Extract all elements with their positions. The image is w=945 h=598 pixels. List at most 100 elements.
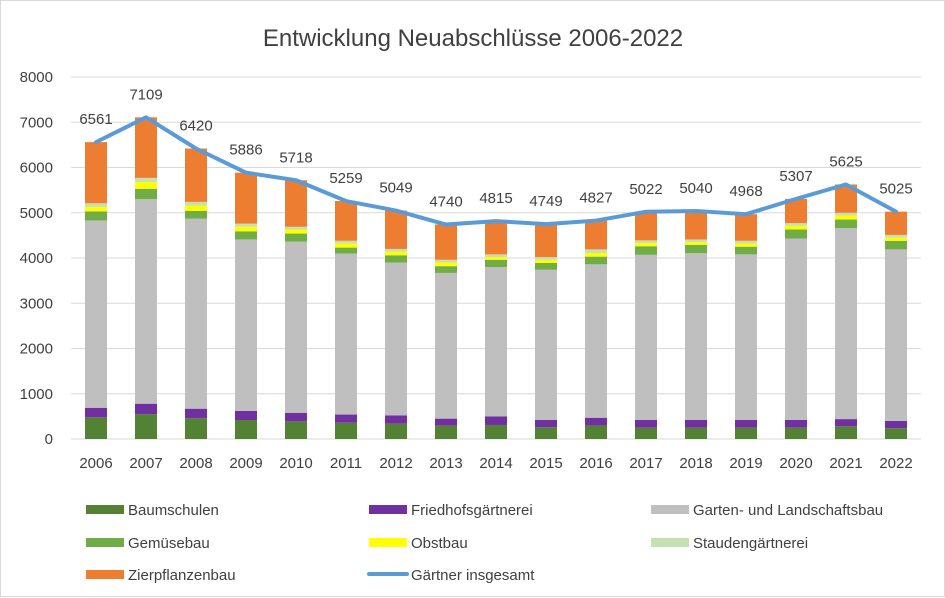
data-label: 4740 — [429, 194, 462, 211]
bar-segment — [885, 234, 907, 238]
data-label: 5718 — [279, 149, 312, 166]
bar-segment — [585, 256, 607, 265]
x-tick-label: 2015 — [529, 455, 562, 472]
y-tick-label: 8000 — [20, 69, 53, 86]
bar-segment — [435, 425, 457, 439]
bar-segment — [535, 269, 557, 420]
y-tick-label: 2000 — [20, 341, 53, 358]
bar-segment — [185, 210, 207, 219]
bar-segment — [435, 418, 457, 426]
x-tick-label: 2013 — [429, 455, 462, 472]
bar-segment — [485, 257, 507, 260]
bar-segment — [135, 117, 157, 178]
legend-label: Gärtner insgesamt — [411, 567, 535, 584]
total-line — [94, 115, 898, 227]
bar-segment — [685, 239, 707, 243]
y-axis: 0 1000 2000 3000 4000 5000 6000 7000 8000 — [20, 69, 53, 448]
legend-label: Obstbau — [411, 535, 468, 552]
x-tick-label: 2017 — [629, 455, 662, 472]
bar-segment — [885, 249, 907, 421]
data-label: 5022 — [629, 181, 662, 198]
bar-segment — [85, 220, 107, 408]
data-label: 7109 — [129, 86, 162, 103]
legend-swatch — [86, 570, 124, 579]
bar-segment — [85, 417, 107, 439]
bar-segment — [335, 414, 357, 423]
bar-segment — [185, 218, 207, 409]
legend-label: Zierpflanzenbau — [128, 567, 236, 584]
legend-entry: Baumschulen — [86, 502, 219, 519]
bar-segment — [685, 244, 707, 254]
bar-segment — [735, 427, 757, 439]
bar-segment — [585, 264, 607, 418]
bar-segment — [785, 229, 807, 239]
bar-segment — [585, 417, 607, 426]
bar-segment — [135, 414, 157, 439]
bar-segment — [285, 226, 307, 230]
x-tick-label: 2022 — [879, 455, 912, 472]
x-tick-label: 2014 — [479, 455, 512, 472]
bar-segment — [685, 253, 707, 420]
data-label: 5040 — [679, 180, 712, 197]
bar-segment — [235, 223, 257, 227]
bar-segment — [785, 419, 807, 428]
x-tick-label: 2021 — [829, 455, 862, 472]
bar-segment — [835, 212, 857, 216]
bar-segment — [785, 198, 807, 224]
bar-segment — [685, 242, 707, 245]
legend-label: Friedhofsgärtnerei — [411, 502, 533, 519]
bar-segment — [285, 180, 307, 227]
x-tick-label: 2012 — [379, 455, 412, 472]
legend-entry: Gärtner insgesamt — [367, 567, 535, 584]
bar-segment — [835, 184, 857, 213]
bar-segment — [535, 419, 557, 428]
data-labels: 6561 7109 6420 5886 5718 5259 5049 4740 4815 4749… — [79, 86, 912, 210]
bar-segment — [235, 231, 257, 240]
legend-label: Staudengärtnerei — [693, 535, 808, 552]
bar-segment — [135, 188, 157, 200]
bar-segment — [685, 427, 707, 439]
total-line-path — [94, 115, 898, 227]
bar-segment — [285, 412, 307, 422]
data-label: 4827 — [579, 190, 612, 207]
bar-segment — [135, 181, 157, 189]
legend-swatch — [369, 538, 407, 547]
bar-segment — [735, 243, 757, 247]
bar-segment — [285, 229, 307, 234]
bar-segment — [635, 211, 657, 241]
bar-segment — [735, 214, 757, 241]
bar-segment — [185, 148, 207, 202]
bar-segment — [85, 203, 107, 207]
x-tick-label: 2011 — [330, 455, 362, 472]
legend: Baumschulen Friedhofsgärtnerei Garten- und… — [86, 502, 883, 584]
bar-segment — [85, 142, 107, 204]
bar-segment — [885, 420, 907, 429]
bar-segment — [585, 253, 607, 257]
data-label: 6420 — [179, 117, 212, 134]
x-tick-label: 2019 — [729, 455, 762, 472]
bar-segment — [735, 246, 757, 255]
bar-segment — [285, 421, 307, 439]
x-tick-label: 2010 — [279, 455, 312, 472]
bar-segment — [185, 408, 207, 419]
legend-swatch — [651, 505, 689, 514]
bar-segment — [335, 247, 357, 254]
bar-segment — [685, 210, 707, 240]
data-label: 4749 — [529, 193, 562, 210]
bar-segment — [635, 254, 657, 420]
data-label: 5259 — [329, 170, 362, 187]
bar-segment — [435, 259, 457, 263]
data-label: 6561 — [79, 111, 112, 128]
bar-segment — [635, 240, 657, 244]
bar-segment — [335, 422, 357, 439]
bar-segment — [735, 254, 757, 420]
bar-segment — [485, 221, 507, 255]
x-tick-label: 2007 — [129, 455, 162, 472]
data-label: 5307 — [779, 168, 812, 185]
bar-segment — [335, 240, 357, 244]
bar-segment — [185, 205, 207, 211]
data-label: 4815 — [479, 190, 512, 207]
bar-segment — [735, 419, 757, 428]
bar-segment — [335, 243, 357, 248]
